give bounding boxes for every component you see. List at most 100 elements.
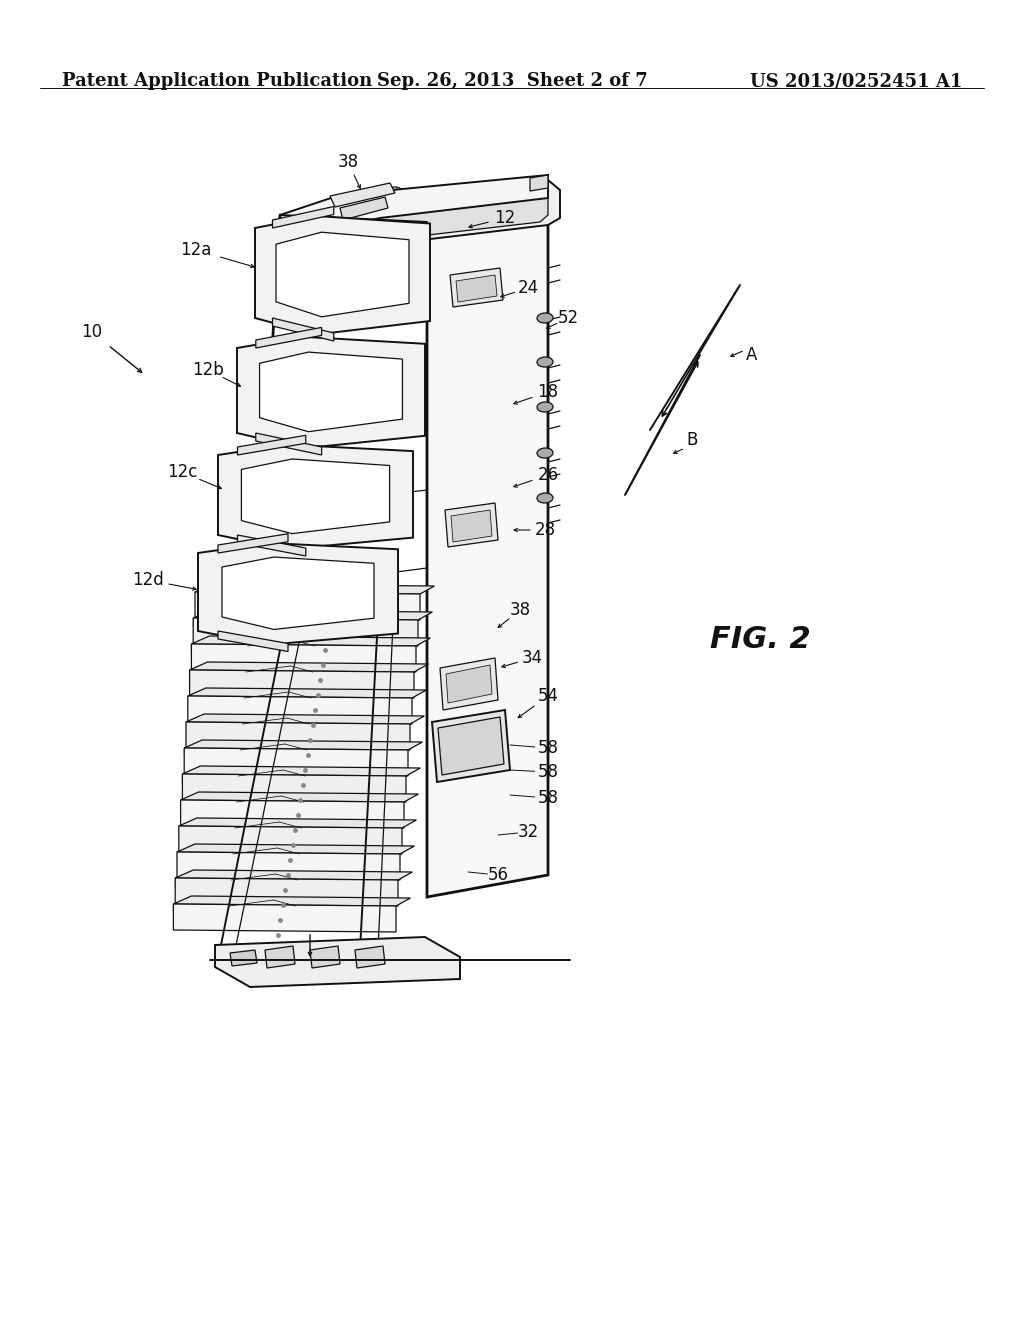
- Text: 56: 56: [487, 866, 509, 884]
- Text: Sep. 26, 2013  Sheet 2 of 7: Sep. 26, 2013 Sheet 2 of 7: [377, 73, 647, 90]
- Polygon shape: [340, 180, 560, 261]
- Polygon shape: [446, 665, 492, 704]
- Text: 28: 28: [535, 521, 556, 539]
- Text: 26: 26: [538, 466, 558, 484]
- Text: 24: 24: [517, 279, 539, 297]
- Polygon shape: [280, 176, 548, 240]
- Text: 12b: 12b: [193, 360, 224, 379]
- Polygon shape: [191, 644, 194, 652]
- Polygon shape: [456, 275, 497, 302]
- Polygon shape: [237, 337, 425, 449]
- Polygon shape: [189, 663, 428, 672]
- Polygon shape: [189, 671, 414, 698]
- Ellipse shape: [537, 313, 553, 323]
- Text: 58: 58: [538, 763, 558, 781]
- Polygon shape: [187, 696, 189, 704]
- Polygon shape: [256, 327, 322, 348]
- Text: 38: 38: [509, 601, 530, 619]
- Polygon shape: [194, 618, 195, 626]
- Polygon shape: [182, 766, 421, 776]
- Text: 12d: 12d: [132, 572, 164, 589]
- Polygon shape: [450, 268, 503, 308]
- Polygon shape: [355, 946, 385, 968]
- Polygon shape: [175, 870, 413, 880]
- Polygon shape: [259, 352, 402, 432]
- Text: 38: 38: [338, 153, 358, 172]
- Polygon shape: [445, 503, 498, 546]
- Polygon shape: [238, 436, 306, 455]
- Polygon shape: [180, 800, 404, 828]
- Polygon shape: [194, 618, 418, 645]
- Polygon shape: [218, 445, 413, 549]
- Text: 52: 52: [557, 309, 579, 327]
- Polygon shape: [198, 543, 398, 644]
- Polygon shape: [175, 878, 398, 906]
- Polygon shape: [427, 198, 548, 898]
- Polygon shape: [340, 197, 388, 220]
- Text: 12c: 12c: [167, 463, 198, 480]
- Polygon shape: [230, 950, 257, 966]
- Polygon shape: [182, 774, 184, 781]
- Text: 32: 32: [517, 822, 539, 841]
- Polygon shape: [175, 878, 177, 886]
- Polygon shape: [432, 710, 510, 781]
- Polygon shape: [272, 318, 334, 341]
- Polygon shape: [184, 748, 186, 756]
- Text: FIG. 2: FIG. 2: [710, 626, 810, 655]
- Text: 58: 58: [538, 739, 558, 756]
- Polygon shape: [195, 583, 434, 594]
- Polygon shape: [177, 843, 415, 854]
- Polygon shape: [179, 818, 417, 828]
- Polygon shape: [191, 636, 430, 645]
- Polygon shape: [310, 946, 340, 968]
- Polygon shape: [215, 937, 460, 987]
- Polygon shape: [265, 946, 295, 968]
- Polygon shape: [530, 176, 548, 191]
- Text: 12: 12: [495, 209, 516, 227]
- Ellipse shape: [537, 492, 553, 503]
- Text: 18: 18: [538, 383, 558, 401]
- Polygon shape: [180, 792, 419, 803]
- Polygon shape: [440, 657, 498, 710]
- Polygon shape: [191, 644, 416, 672]
- Polygon shape: [186, 714, 424, 723]
- Polygon shape: [186, 722, 410, 750]
- Text: 12a: 12a: [180, 242, 212, 259]
- Ellipse shape: [537, 447, 553, 458]
- Polygon shape: [451, 510, 492, 543]
- Polygon shape: [355, 190, 548, 252]
- Text: Patent Application Publication: Patent Application Publication: [62, 73, 373, 90]
- Text: 10: 10: [82, 323, 102, 341]
- Polygon shape: [179, 826, 402, 854]
- Polygon shape: [180, 800, 182, 808]
- Polygon shape: [272, 206, 334, 228]
- Polygon shape: [173, 904, 396, 932]
- Polygon shape: [238, 535, 306, 556]
- Text: 34: 34: [521, 649, 543, 667]
- Polygon shape: [255, 216, 430, 334]
- Polygon shape: [438, 717, 504, 775]
- Polygon shape: [189, 671, 191, 678]
- Ellipse shape: [388, 187, 402, 195]
- Polygon shape: [218, 631, 288, 652]
- Polygon shape: [195, 591, 420, 620]
- Polygon shape: [173, 896, 411, 906]
- Polygon shape: [187, 688, 426, 698]
- Polygon shape: [173, 904, 175, 912]
- Polygon shape: [186, 722, 187, 730]
- Polygon shape: [218, 533, 288, 553]
- Polygon shape: [184, 748, 408, 776]
- Ellipse shape: [537, 403, 553, 412]
- Polygon shape: [256, 433, 322, 455]
- Polygon shape: [182, 774, 406, 803]
- Text: 54: 54: [538, 686, 558, 705]
- Text: 58: 58: [538, 789, 558, 807]
- Polygon shape: [276, 232, 409, 317]
- Polygon shape: [194, 610, 432, 620]
- Text: B: B: [686, 432, 697, 449]
- Text: US 2013/0252451 A1: US 2013/0252451 A1: [750, 73, 962, 90]
- Polygon shape: [177, 851, 400, 880]
- Polygon shape: [187, 696, 412, 723]
- Polygon shape: [222, 557, 374, 630]
- Polygon shape: [184, 741, 422, 750]
